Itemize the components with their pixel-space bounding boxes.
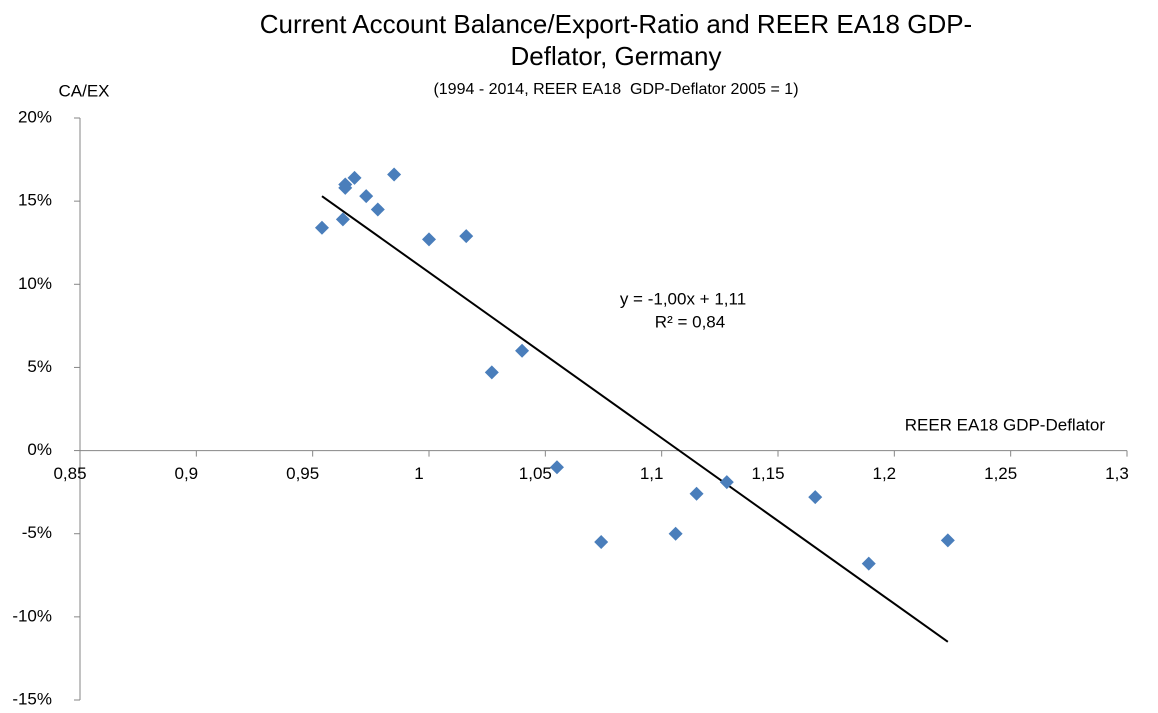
point (549, 460, 564, 475)
trendline-equation: y = -1,00x + 1,11 (620, 289, 746, 308)
point (940, 533, 955, 548)
point (422, 232, 436, 247)
point (347, 170, 362, 185)
y-axis-label: CA/EX (58, 81, 109, 100)
point (335, 212, 350, 227)
point (861, 556, 876, 571)
x-tick-label: 1,3 (1105, 464, 1129, 483)
point (314, 220, 329, 235)
point (515, 343, 530, 358)
y-tick-label: -15% (12, 689, 52, 708)
chart-subtitle: (1994 - 2014, REER EA18 GDP-Deflator 200… (433, 81, 798, 98)
point (808, 490, 823, 505)
point (387, 167, 402, 182)
y-tick-label: 0% (27, 440, 52, 459)
point (338, 180, 353, 195)
point (359, 189, 374, 204)
y-tick-label: 10% (18, 274, 52, 293)
point (668, 526, 683, 541)
chart-title: Deflator, Germany (511, 41, 722, 71)
x-tick-label: 0,9 (175, 464, 199, 483)
point (484, 365, 499, 380)
x-axis-label: REER EA18 GDP-Deflator (905, 415, 1106, 434)
y-tick-label: 15% (18, 191, 52, 210)
y-tick-label: 5% (27, 357, 52, 376)
x-tick-label: 1,25 (984, 464, 1017, 483)
point (719, 475, 734, 490)
chart-title: Current Account Balance/Export-Ratio and… (260, 9, 972, 39)
x-tick-label: 0,95 (286, 464, 319, 483)
y-tick-label: 20% (18, 107, 52, 126)
point (689, 486, 704, 501)
y-tick-label: -10% (12, 606, 52, 625)
x-tick-label: 1,05 (519, 464, 552, 483)
trendline (321, 195, 949, 643)
point (459, 229, 474, 244)
x-tick-label: 1 (414, 464, 423, 483)
x-tick-label: 0,85 (53, 464, 86, 483)
x-tick-label: 1,15 (751, 464, 784, 483)
point (594, 535, 609, 550)
x-tick-label: 1,1 (640, 464, 664, 483)
x-tick-label: 1,2 (873, 464, 897, 483)
point (370, 202, 385, 217)
trendline-r-squared: R² = 0,84 (655, 312, 725, 331)
y-tick-label: -5% (22, 523, 52, 542)
